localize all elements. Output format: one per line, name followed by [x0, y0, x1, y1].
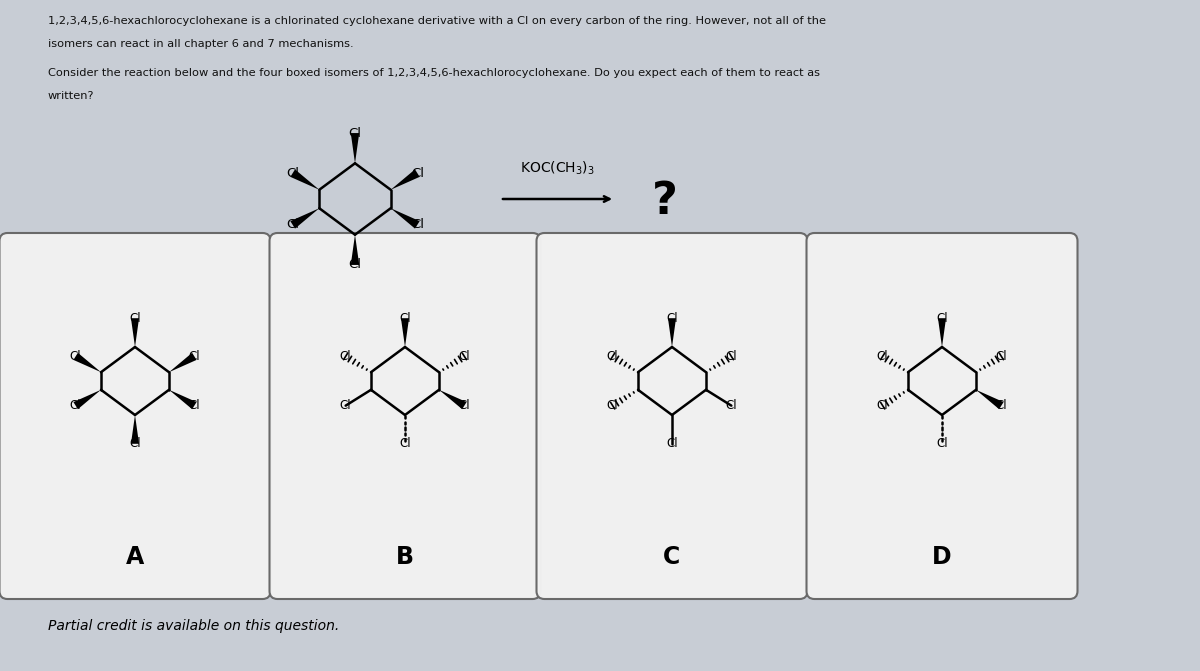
Text: Cl: Cl [130, 312, 140, 325]
Polygon shape [73, 390, 101, 409]
Polygon shape [401, 318, 409, 347]
Text: Cl: Cl [936, 312, 948, 325]
Polygon shape [290, 169, 319, 190]
Text: ?: ? [652, 180, 678, 223]
Text: Cl: Cl [400, 312, 410, 325]
FancyBboxPatch shape [270, 233, 540, 599]
Text: Cl: Cl [607, 350, 618, 363]
Text: Cl: Cl [286, 218, 299, 231]
Text: Cl: Cl [70, 399, 82, 412]
Text: C: C [664, 545, 680, 569]
Text: Partial credit is available on this question.: Partial credit is available on this ques… [48, 619, 340, 633]
Polygon shape [350, 133, 359, 163]
Text: isomers can react in all chapter 6 and 7 mechanisms.: isomers can react in all chapter 6 and 7… [48, 39, 354, 49]
Polygon shape [73, 353, 101, 372]
Text: Cl: Cl [70, 350, 82, 363]
Polygon shape [439, 390, 467, 409]
Polygon shape [169, 353, 197, 372]
Polygon shape [169, 390, 197, 409]
FancyBboxPatch shape [0, 233, 270, 599]
Text: Cl: Cl [188, 350, 200, 363]
Polygon shape [668, 318, 676, 347]
Text: Consider the reaction below and the four boxed isomers of 1,2,3,4,5,6-hexachloro: Consider the reaction below and the four… [48, 68, 820, 78]
Text: A: A [126, 545, 144, 569]
Text: 1,2,3,4,5,6-hexachlorocyclohexane is a chlorinated cyclohexane derivative with a: 1,2,3,4,5,6-hexachlorocyclohexane is a c… [48, 16, 826, 26]
Polygon shape [976, 390, 1003, 409]
Polygon shape [938, 318, 946, 347]
Polygon shape [290, 208, 319, 229]
Polygon shape [131, 415, 139, 444]
Text: Cl: Cl [996, 399, 1007, 412]
Text: Cl: Cl [286, 166, 299, 180]
Text: Cl: Cl [340, 399, 352, 412]
Text: Cl: Cl [348, 258, 361, 272]
Polygon shape [391, 169, 420, 190]
Text: KOC(CH$_3$)$_3$: KOC(CH$_3$)$_3$ [520, 160, 595, 177]
Text: Cl: Cl [340, 350, 352, 363]
Text: Cl: Cl [996, 350, 1007, 363]
Text: Cl: Cl [877, 350, 888, 363]
Polygon shape [131, 318, 139, 347]
Text: Cl: Cl [458, 350, 470, 363]
Polygon shape [391, 208, 420, 229]
Text: B: B [396, 545, 414, 569]
Text: Cl: Cl [936, 437, 948, 450]
FancyBboxPatch shape [536, 233, 808, 599]
Text: Cl: Cl [188, 399, 200, 412]
FancyBboxPatch shape [806, 233, 1078, 599]
Text: Cl: Cl [666, 437, 678, 450]
Text: Cl: Cl [410, 218, 424, 231]
Polygon shape [350, 235, 359, 265]
Text: Cl: Cl [607, 399, 618, 412]
Text: D: D [932, 545, 952, 569]
Text: Cl: Cl [410, 166, 424, 180]
Text: Cl: Cl [348, 127, 361, 140]
Text: Cl: Cl [726, 399, 737, 412]
Text: Cl: Cl [130, 437, 140, 450]
Text: Cl: Cl [877, 399, 888, 412]
Text: Cl: Cl [458, 399, 470, 412]
Text: Cl: Cl [400, 437, 410, 450]
Text: Cl: Cl [666, 312, 678, 325]
Text: written?: written? [48, 91, 95, 101]
Text: Cl: Cl [726, 350, 737, 363]
